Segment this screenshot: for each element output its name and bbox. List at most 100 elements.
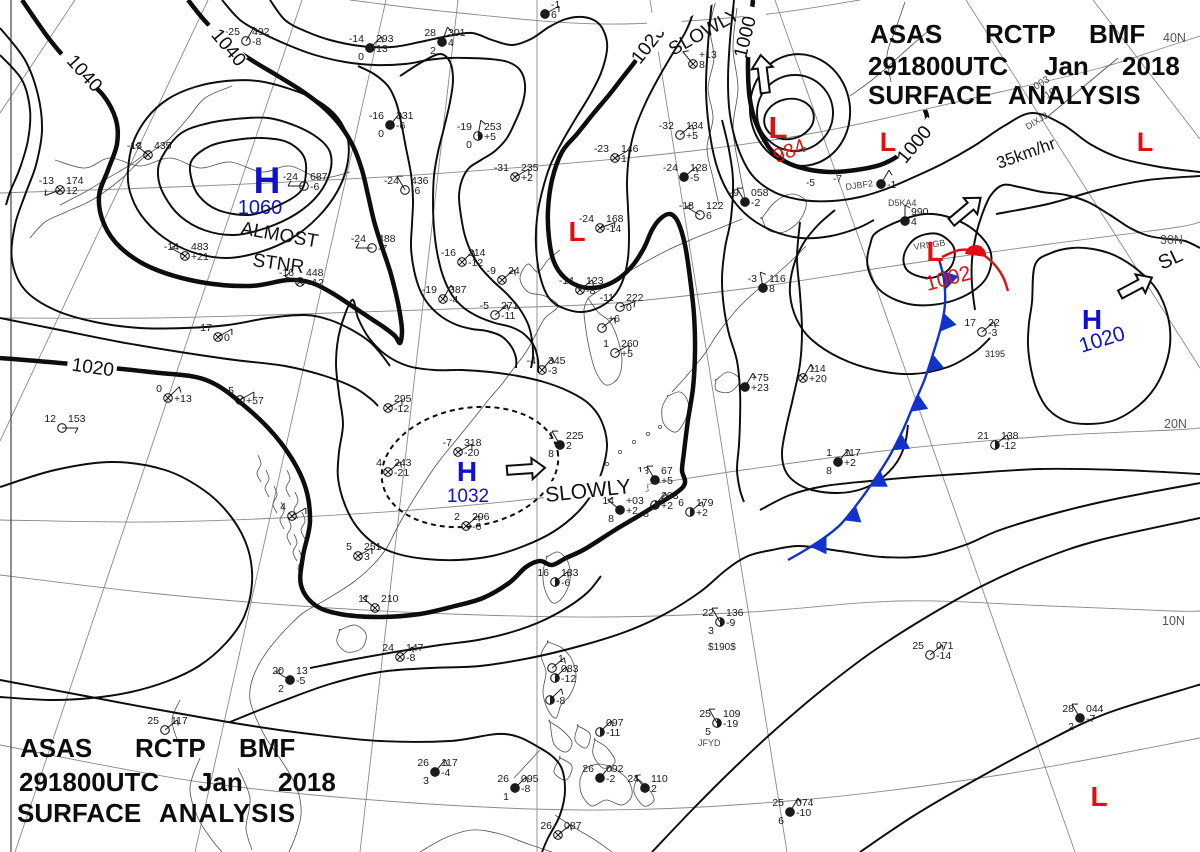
svg-text:5: 5 — [705, 726, 711, 738]
svg-text:-16: -16 — [441, 247, 456, 259]
svg-text:-24: -24 — [283, 171, 298, 183]
svg-text:087: 087 — [564, 820, 582, 832]
svg-text:2: 2 — [278, 683, 284, 695]
svg-text:1032: 1032 — [447, 486, 489, 507]
svg-text:109: 109 — [723, 708, 741, 720]
svg-text:183: 183 — [561, 567, 579, 579]
svg-text:-31: -31 — [494, 162, 509, 174]
svg-text:-7: -7 — [1086, 713, 1095, 725]
svg-text:8: 8 — [769, 283, 775, 295]
svg-text:12: 12 — [44, 413, 56, 425]
svg-text:-8: -8 — [586, 285, 595, 297]
svg-text:BMF: BMF — [1089, 19, 1145, 49]
svg-text:-5: -5 — [225, 385, 234, 397]
svg-text:$190$: $190$ — [708, 642, 736, 653]
svg-text:SURFACE: SURFACE — [17, 798, 141, 828]
svg-text:291800UTC: 291800UTC — [19, 767, 159, 797]
svg-text:L: L — [568, 216, 585, 247]
svg-text:-7: -7 — [833, 174, 842, 185]
svg-text:Jan: Jan — [1044, 51, 1089, 81]
svg-text:H: H — [254, 160, 281, 201]
svg-text:271: 271 — [501, 300, 519, 312]
svg-text:8: 8 — [699, 59, 705, 71]
svg-text:134: 134 — [686, 120, 704, 132]
svg-text:25: 25 — [772, 797, 784, 809]
svg-text:13: 13 — [637, 465, 649, 477]
svg-text:-24: -24 — [351, 233, 366, 245]
svg-text:1: 1 — [826, 447, 832, 459]
svg-text:0: 0 — [358, 51, 364, 63]
svg-text:+5: +5 — [484, 131, 496, 143]
svg-text:+23: +23 — [751, 382, 769, 394]
svg-text:-19: -19 — [457, 121, 472, 133]
svg-text:26: 26 — [540, 820, 552, 832]
svg-text:13: 13 — [376, 43, 388, 55]
svg-text:-11: -11 — [600, 292, 615, 304]
svg-text:436: 436 — [411, 175, 429, 187]
svg-text:+12: +12 — [306, 277, 324, 289]
svg-text:ANALYSIS: ANALYSIS — [159, 798, 296, 828]
svg-text:4: 4 — [376, 457, 382, 469]
svg-text:0: 0 — [224, 332, 230, 344]
svg-text:+13: +13 — [699, 49, 717, 61]
svg-text:2: 2 — [566, 440, 572, 452]
svg-text:ASAS: ASAS — [870, 19, 942, 49]
svg-text:12: 12 — [66, 185, 78, 197]
svg-text:24: 24 — [627, 773, 639, 785]
svg-text:-3: -3 — [988, 327, 997, 339]
svg-text:-9: -9 — [730, 187, 739, 199]
svg-text:8: 8 — [826, 465, 832, 477]
svg-text:-8: -8 — [521, 783, 530, 795]
svg-text:-6: -6 — [472, 521, 481, 533]
svg-text:8: 8 — [548, 448, 554, 460]
svg-text:293: 293 — [376, 33, 394, 45]
svg-text:8: 8 — [643, 508, 649, 520]
svg-text:-13: -13 — [39, 175, 54, 187]
svg-text:+2: +2 — [626, 505, 638, 517]
svg-text:-21: -21 — [394, 467, 409, 479]
svg-text:-14: -14 — [349, 33, 364, 45]
svg-text:DJBF2: DJBF2 — [845, 178, 874, 192]
svg-text:-5: -5 — [806, 178, 815, 189]
svg-text:13: 13 — [296, 665, 308, 677]
svg-text:14: 14 — [602, 495, 614, 507]
svg-text:-23: -23 — [594, 143, 609, 155]
svg-text:1: 1 — [558, 653, 564, 665]
svg-text:2: 2 — [454, 511, 460, 523]
svg-text:095: 095 — [521, 773, 539, 785]
svg-text:4: 4 — [448, 37, 454, 49]
svg-text:-9: -9 — [726, 617, 735, 629]
svg-text:JFYD: JFYD — [698, 738, 721, 748]
svg-text:-6: -6 — [561, 577, 570, 589]
svg-text:24: 24 — [508, 265, 520, 277]
svg-text:492: 492 — [252, 26, 270, 38]
svg-text:097: 097 — [606, 717, 624, 729]
svg-text:ANALYSIS: ANALYSIS — [1008, 80, 1141, 110]
svg-text:138: 138 — [1001, 430, 1019, 442]
svg-text:26: 26 — [497, 773, 509, 785]
svg-text:0: 0 — [378, 128, 384, 140]
svg-text:25: 25 — [699, 708, 711, 720]
svg-text:2: 2 — [430, 45, 436, 57]
svg-text:-12: -12 — [1001, 440, 1016, 452]
svg-text:044: 044 — [1086, 703, 1104, 715]
svg-text:296: 296 — [472, 511, 490, 523]
svg-text:24: 24 — [382, 642, 394, 654]
svg-text:-5: -5 — [690, 172, 699, 184]
svg-text:L: L — [880, 127, 897, 157]
svg-text:-3: -3 — [548, 365, 557, 377]
svg-text:-2: -2 — [751, 197, 760, 209]
svg-text:3: 3 — [423, 775, 429, 787]
svg-text:Jan: Jan — [198, 767, 243, 797]
svg-text:3: 3 — [708, 625, 714, 637]
svg-text:+2: +2 — [661, 500, 673, 512]
svg-text:147: 147 — [406, 642, 424, 654]
svg-text:+57: +57 — [246, 395, 264, 407]
svg-text:-9: -9 — [487, 265, 496, 277]
svg-text:21: 21 — [977, 430, 989, 442]
svg-text:-19: -19 — [422, 284, 437, 296]
svg-text:6: 6 — [678, 497, 684, 509]
svg-text:128: 128 — [690, 162, 708, 174]
svg-text:RCTP: RCTP — [135, 733, 206, 763]
svg-text:387: 387 — [449, 284, 467, 296]
